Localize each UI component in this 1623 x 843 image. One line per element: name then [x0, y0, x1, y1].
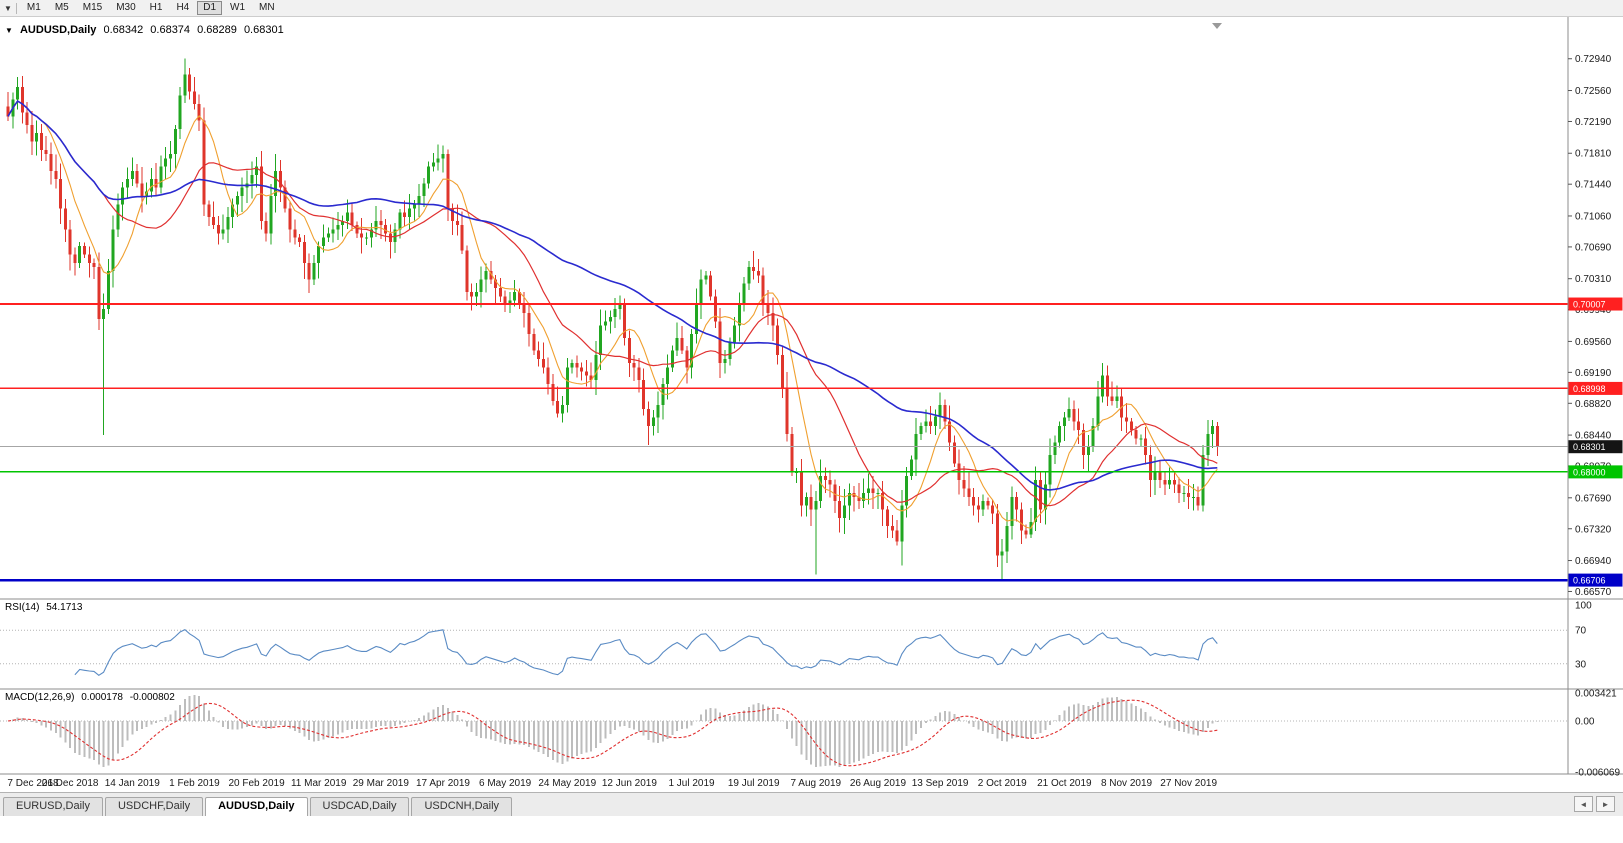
date-tick-label: 24 May 2019 — [538, 778, 596, 789]
price-tick-label: 0.70310 — [1575, 274, 1612, 285]
price-tick-label: 0.69940 — [1575, 305, 1612, 316]
date-tick-label: 7 Aug 2019 — [791, 778, 842, 789]
price-tick-label: 0.71060 — [1575, 211, 1612, 222]
price-tick-label: 0.71440 — [1575, 180, 1612, 191]
date-tick-label: 12 Jun 2019 — [602, 778, 657, 789]
macd-signal-line — [7, 699, 1218, 767]
date-tick-label: 8 Nov 2019 — [1101, 778, 1153, 789]
price-tick-label: 0.68820 — [1575, 399, 1612, 410]
candlestick-series — [6, 58, 1219, 581]
rsi-line — [74, 628, 1218, 676]
svg-text:0.68301: 0.68301 — [1573, 442, 1606, 452]
horizontal-level-lines — [0, 303, 1568, 582]
price-level-badge: 0.68000 — [1568, 465, 1623, 479]
panel-separators — [0, 17, 1623, 775]
macd-axis-label: -0.006069 — [1575, 767, 1620, 778]
rsi-panel — [0, 628, 1568, 676]
price-tick-label: 0.68440 — [1575, 431, 1612, 442]
svg-text:0.66706: 0.66706 — [1573, 576, 1606, 586]
date-tick-label: 1 Jul 2019 — [668, 778, 715, 789]
timeframe-h4-button[interactable]: H4 — [176, 2, 190, 13]
chart-tab-bar: EURUSD,Daily USDCHF,Daily AUDUSD,Daily USDC… — [0, 792, 1623, 816]
svg-text:0.68000: 0.68000 — [1573, 467, 1606, 477]
timeframe-h1-button[interactable]: H1 — [149, 2, 163, 13]
macd-axis-label: 0.003421 — [1575, 689, 1617, 700]
chart-tabs: EURUSD,Daily USDCHF,Daily AUDUSD,Daily USDC… — [0, 797, 514, 816]
macd-histogram — [11, 695, 1219, 768]
tab-scroll-buttons: ◄ ► — [1566, 796, 1623, 816]
price-tick-label: 0.67320 — [1575, 524, 1612, 535]
tabs-scroll-right-icon[interactable]: ► — [1596, 796, 1615, 812]
tab-eurusd-daily[interactable]: EURUSD,Daily — [3, 797, 103, 816]
rsi-axis-label: 30 — [1575, 659, 1587, 670]
date-tick-label: 21 Oct 2019 — [1037, 778, 1092, 789]
price-level-badge: 0.70007 — [1568, 297, 1623, 311]
ma-medium-line — [7, 100, 1218, 507]
date-tick-label: 11 Mar 2019 — [291, 778, 347, 789]
tabs-scroll-left-icon[interactable]: ◄ — [1574, 796, 1593, 812]
price-tick-label: 0.72190 — [1575, 117, 1612, 128]
price-chart-svg[interactable]: 0.72940 0.72560 0.72190 0.71810 0.71440 0.710… — [0, 17, 1623, 792]
date-tick-label: 27 Nov 2019 — [1160, 778, 1217, 789]
price-tick-label: 0.69190 — [1575, 368, 1612, 379]
date-tick-label: 26 Dec 2018 — [42, 778, 99, 789]
date-tick-label: 6 May 2019 — [479, 778, 532, 789]
chart-area[interactable]: 0.72940 0.72560 0.72190 0.71810 0.71440 0.710… — [0, 17, 1623, 792]
date-tick-label: 2 Oct 2019 — [978, 778, 1027, 789]
rsi-axis-label: 70 — [1575, 626, 1587, 637]
price-tick-label: 0.69560 — [1575, 337, 1612, 348]
timeframe-m5-button[interactable]: M5 — [54, 2, 69, 13]
ma-fast-line — [7, 100, 1218, 529]
date-tick-label: 14 Jan 2019 — [105, 778, 160, 789]
timeframe-m1-button[interactable]: M1 — [26, 2, 41, 13]
tab-usdchf-daily[interactable]: USDCHF,Daily — [104, 797, 204, 816]
date-tick-label: 19 Jul 2019 — [728, 778, 780, 789]
date-tick-label: 20 Feb 2019 — [228, 778, 285, 789]
macd-axis-label: 0.00 — [1575, 717, 1595, 728]
date-tick-label: 26 Aug 2019 — [850, 778, 907, 789]
price-tick-label: 0.72940 — [1575, 54, 1612, 65]
toolbar-separator — [15, 2, 17, 14]
date-tick-label: 13 Sep 2019 — [912, 778, 969, 789]
svg-text:0.70007: 0.70007 — [1573, 300, 1606, 310]
macd-panel — [0, 695, 1568, 768]
timeframe-buttons: M1 M5 M15 M30 H1 H4 D1 W1 MN — [21, 1, 281, 15]
toolbar-menu-icon[interactable]: ▼ — [4, 3, 12, 13]
price-tick-label: 0.71810 — [1575, 149, 1612, 160]
timeframe-toolbar: ▼ M1 M5 M15 M30 H1 H4 D1 W1 MN — [0, 0, 1623, 17]
timeframe-mn-button[interactable]: MN — [259, 2, 275, 13]
moving-average-lines — [7, 100, 1218, 529]
timeframe-d1-button[interactable]: D1 — [197, 1, 223, 15]
price-level-badge: 0.68998 — [1568, 381, 1623, 395]
price-tick-label: 0.70690 — [1575, 242, 1612, 253]
chart-shift-marker-icon[interactable] — [1212, 23, 1222, 29]
price-level-badge: 0.68301 — [1568, 440, 1623, 454]
price-tick-label: 0.67690 — [1575, 493, 1612, 504]
date-tick-label: 1 Feb 2019 — [169, 778, 220, 789]
tab-usdcnh-daily[interactable]: USDCNH,Daily — [411, 797, 513, 816]
ma-slow-line — [7, 100, 1218, 491]
tab-audusd-daily[interactable]: AUDUSD,Daily — [205, 797, 308, 816]
date-tick-label: 29 Mar 2019 — [353, 778, 410, 789]
rsi-axis-label: 100 — [1575, 601, 1592, 612]
date-tick-label: 17 Apr 2019 — [416, 778, 470, 789]
timeframe-w1-button[interactable]: W1 — [230, 2, 246, 13]
price-tick-label: 0.66940 — [1575, 556, 1612, 567]
tab-usdcad-daily[interactable]: USDCAD,Daily — [309, 797, 410, 816]
svg-text:0.68998: 0.68998 — [1573, 384, 1606, 394]
price-tick-label: 0.72560 — [1575, 86, 1612, 97]
price-tick-label: 0.66570 — [1575, 587, 1612, 598]
timeframe-m30-button[interactable]: M30 — [116, 2, 136, 13]
price-level-badge: 0.66706 — [1568, 573, 1623, 587]
timeframe-m15-button[interactable]: M15 — [82, 2, 103, 13]
date-tick-label: 7 Dec 2018 — [7, 778, 59, 789]
price-axis[interactable]: 0.72940 0.72560 0.72190 0.71810 0.71440 0.710… — [1568, 54, 1623, 778]
